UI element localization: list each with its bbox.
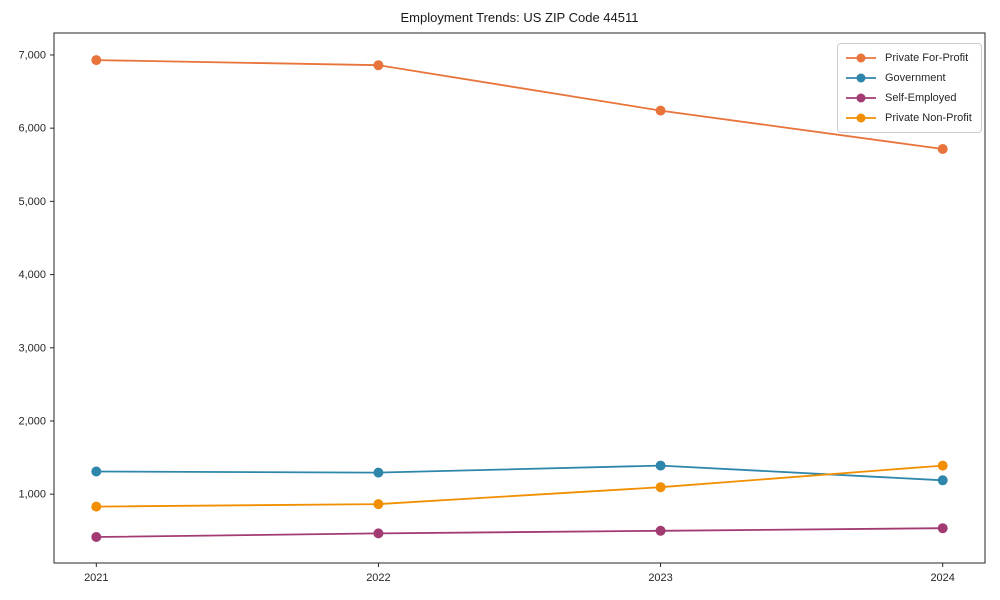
- series-line-private-non-profit: [96, 464, 943, 508]
- y-tick-label: 6,000: [18, 123, 46, 135]
- legend-marker-private-for-profit: [846, 53, 876, 63]
- axes-frame: [53, 32, 986, 564]
- series-line-government: [96, 464, 943, 482]
- x-tick-label: 2024: [930, 572, 954, 584]
- y-tick-label: 7,000: [18, 49, 46, 61]
- data-point-private-non-profit: [91, 501, 102, 512]
- legend-marker-private-non-profit: [846, 113, 876, 123]
- chart-title: Employment Trends: US ZIP Code 44511: [400, 10, 639, 25]
- data-point-self-employed: [655, 525, 666, 536]
- data-point-private-non-profit: [373, 499, 384, 510]
- data-point-private-for-profit: [91, 55, 102, 66]
- x-tick-label: 2022: [366, 572, 390, 584]
- legend-item-government: Government: [844, 68, 972, 88]
- x-tick-label: 2021: [84, 572, 108, 584]
- legend: Private For-Profit Government Self-Employe…: [837, 43, 982, 133]
- y-tick-label: 5,000: [18, 196, 46, 208]
- data-point-self-employed: [937, 523, 948, 534]
- legend-marker-government: [846, 73, 876, 83]
- data-point-government: [373, 467, 384, 478]
- legend-label: Private For-Profit: [885, 52, 969, 64]
- x-tick-label: 2023: [648, 572, 672, 584]
- legend-item-self-employed: Self-Employed: [844, 88, 972, 108]
- legend-label: Private Non-Profit: [885, 112, 972, 124]
- series-line-self-employed: [96, 527, 943, 538]
- series-line-private-for-profit: [96, 59, 943, 150]
- y-tick-label: 3,000: [18, 342, 46, 354]
- legend-item-private-for-profit: Private For-Profit: [844, 48, 972, 68]
- data-point-private-for-profit: [937, 144, 948, 154]
- legend-marker-self-employed: [846, 93, 876, 103]
- data-point-private-non-profit: [655, 482, 666, 493]
- data-point-government: [937, 475, 948, 486]
- y-tick-label: 4,000: [18, 269, 46, 281]
- data-point-self-employed: [373, 528, 384, 539]
- legend-label: Self-Employed: [885, 92, 957, 104]
- legend-item-private-non-profit: Private Non-Profit: [844, 108, 972, 128]
- data-point-private-for-profit: [655, 105, 666, 116]
- data-point-private-for-profit: [373, 60, 384, 71]
- y-tick-label: 2,000: [18, 415, 46, 427]
- legend-label: Government: [885, 72, 946, 84]
- data-point-private-non-profit: [937, 460, 948, 471]
- data-point-self-employed: [91, 532, 102, 542]
- data-point-government: [91, 466, 102, 477]
- data-point-government: [655, 460, 666, 471]
- y-tick-label: 1,000: [18, 489, 46, 501]
